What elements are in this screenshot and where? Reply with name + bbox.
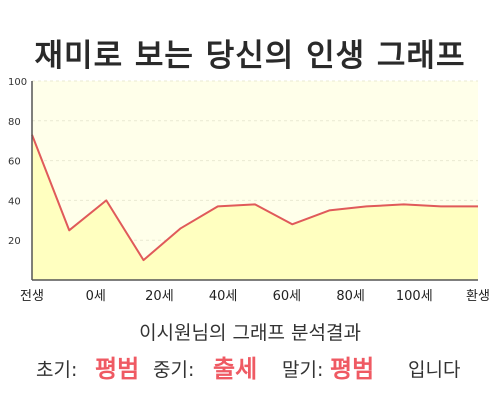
chart-title: 재미로 보는 당신의 인생 그래프 [34, 38, 466, 74]
y-tick-label: 100 [8, 77, 27, 88]
middle-label: 중기: [153, 359, 195, 381]
x-tick-label: 전생 [20, 289, 44, 304]
life-verdict: 초기: 평범 중기: 출세 말기: 평범 입니다 [0, 345, 500, 385]
analysis-summary: 이시원님의 그래프 분석결과 [139, 322, 361, 344]
y-tick-label: 60 [8, 157, 21, 168]
y-tick-labels: 20 40 60 80 100 [8, 77, 27, 247]
x-tick-labels: 전생 0세 20세 40세 60세 80세 100세 환생 [20, 289, 490, 304]
x-tick-label: 0세 [86, 289, 106, 304]
x-tick-label: 환생 [466, 289, 490, 304]
x-tick-label: 40세 [209, 289, 238, 304]
x-tick-label: 100세 [396, 289, 433, 304]
late-label: 말기: [282, 359, 324, 381]
x-tick-label: 20세 [145, 289, 174, 304]
verdict-suffix: 입니다 [408, 359, 461, 381]
y-tick-label: 80 [8, 117, 21, 128]
y-tick-label: 40 [8, 196, 21, 207]
late-value: 평범 [330, 355, 375, 383]
middle-value: 출세 [213, 355, 258, 383]
y-tick-label: 20 [8, 236, 21, 247]
x-tick-label: 60세 [273, 289, 302, 304]
x-tick-label: 80세 [336, 289, 365, 304]
series-area-fill [32, 134, 478, 280]
series-line [31, 134, 478, 262]
early-label: 초기: [36, 359, 78, 381]
early-value: 평범 [95, 355, 140, 383]
